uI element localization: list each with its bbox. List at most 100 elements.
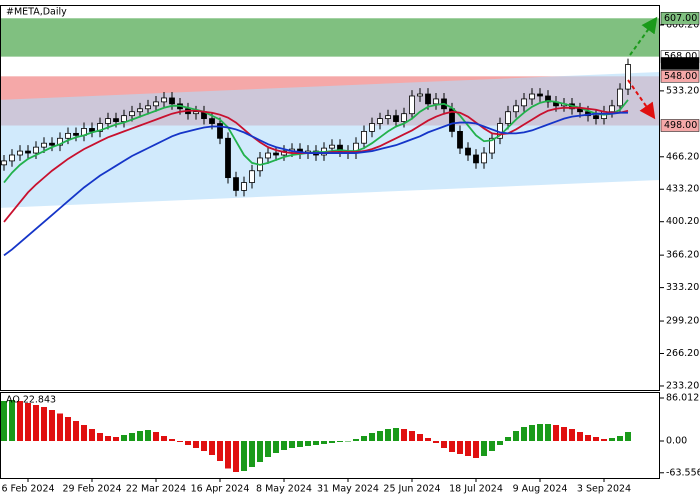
x-tick-label: 25 Jun 2024: [383, 484, 440, 495]
ao-bar: [529, 425, 535, 441]
candle-body: [537, 93, 543, 97]
x-tick-label: 3 Sep 2024: [577, 484, 631, 495]
ind-tick-label: 0.00: [666, 436, 687, 447]
candle-body: [193, 111, 199, 115]
ao-bar: [249, 441, 255, 467]
ao-bar: [473, 441, 479, 458]
level-label: 498.00: [664, 120, 697, 131]
moving-average: [3, 99, 629, 184]
ao-bar: [209, 441, 215, 455]
candle-body: [9, 154, 15, 162]
ao-bar: [577, 432, 583, 441]
candle-body: [337, 144, 343, 152]
level-box: [660, 57, 700, 70]
ao-bar: [465, 441, 471, 456]
moving-average: [3, 111, 628, 257]
ao-bar: [409, 431, 415, 441]
ao-bar: [297, 441, 303, 447]
ao-bar: [545, 424, 551, 441]
y-tick-label: 266.20: [666, 348, 699, 359]
ao-bar: [281, 441, 287, 450]
x-tick-label: 29 Feb 2024: [62, 484, 121, 495]
ao-bar: [257, 441, 263, 462]
candle-body: [129, 111, 135, 117]
ao-bar: [481, 441, 487, 456]
candle-body: [89, 128, 95, 132]
candle-body: [105, 118, 111, 124]
ao-bar: [417, 434, 423, 441]
ao-bar: [17, 401, 23, 441]
candle-body: [65, 132, 71, 139]
candle-body: [249, 170, 255, 183]
ao-bar: [177, 441, 183, 442]
ao-bar: [193, 441, 199, 448]
ao-bar: [145, 430, 151, 441]
candle-body: [625, 64, 631, 90]
candle-body: [545, 95, 551, 103]
ao-bar: [401, 429, 407, 441]
ao-bar: [433, 441, 439, 443]
candle-body: [41, 142, 47, 148]
ao-bar: [129, 433, 135, 441]
ao-bar: [609, 438, 615, 441]
candle-body: [393, 115, 399, 122]
ao-bar: [137, 431, 143, 441]
candle-body: [209, 118, 215, 124]
ao-bar: [97, 433, 103, 441]
candle-body: [425, 93, 431, 105]
candle-body: [273, 152, 279, 156]
ao-bar: [353, 439, 359, 441]
candle-body: [385, 115, 391, 120]
ao-bar: [521, 427, 527, 441]
ao-bar: [537, 424, 543, 441]
candle-body: [153, 101, 159, 107]
ao-bar: [449, 441, 455, 452]
candle-body: [417, 93, 423, 97]
ao-bar: [593, 437, 599, 441]
ao-bar: [601, 439, 607, 441]
candle-body: [369, 123, 375, 132]
y-tick-label: 433.20: [666, 184, 699, 195]
y-tick-label: 233.20: [666, 380, 699, 391]
candle-body: [113, 118, 119, 122]
ao-bar: [561, 427, 567, 441]
x-tick-label: 9 Aug 2024: [513, 484, 568, 495]
indicator-panel: [1, 400, 631, 472]
indicator-frame: [0, 392, 660, 479]
ao-bar: [105, 436, 111, 441]
candle-body: [33, 146, 39, 154]
candle-body: [481, 152, 487, 164]
candle-body: [617, 88, 623, 107]
level-box: [660, 70, 700, 83]
ao-bar: [369, 433, 375, 441]
ao-bar: [513, 431, 519, 441]
level-label: 568.00: [664, 51, 697, 62]
ao-bar: [81, 425, 87, 441]
price-frame: [0, 5, 660, 391]
x-tick-label: 6 Feb 2024: [1, 484, 54, 495]
channel: [0, 71, 660, 208]
ao-bar: [321, 441, 327, 444]
candle-body: [233, 177, 239, 191]
x-tick-label: 22 Mar 2024: [126, 484, 186, 495]
target-arrow: [629, 16, 658, 56]
level-label: 548.00: [664, 71, 697, 82]
candle-body: [161, 97, 167, 103]
candle-body: [17, 150, 23, 156]
ao-bar: [121, 435, 127, 441]
candle-body: [377, 118, 383, 124]
ao-bar: [289, 441, 295, 448]
zone: [0, 18, 660, 57]
ao-bar: [265, 441, 271, 457]
ao-bar: [553, 425, 559, 441]
y-tick-label: 533.20: [666, 85, 699, 96]
candle-body: [401, 113, 407, 122]
price-panel: [0, 18, 660, 257]
ao-bar: [625, 432, 631, 441]
x-tick-label: 18 Jul 2024: [449, 484, 503, 495]
ind-tick-label: -63.556: [666, 467, 700, 478]
candle-body: [513, 105, 519, 113]
ao-bar: [377, 431, 383, 441]
ao-bar: [185, 441, 191, 445]
